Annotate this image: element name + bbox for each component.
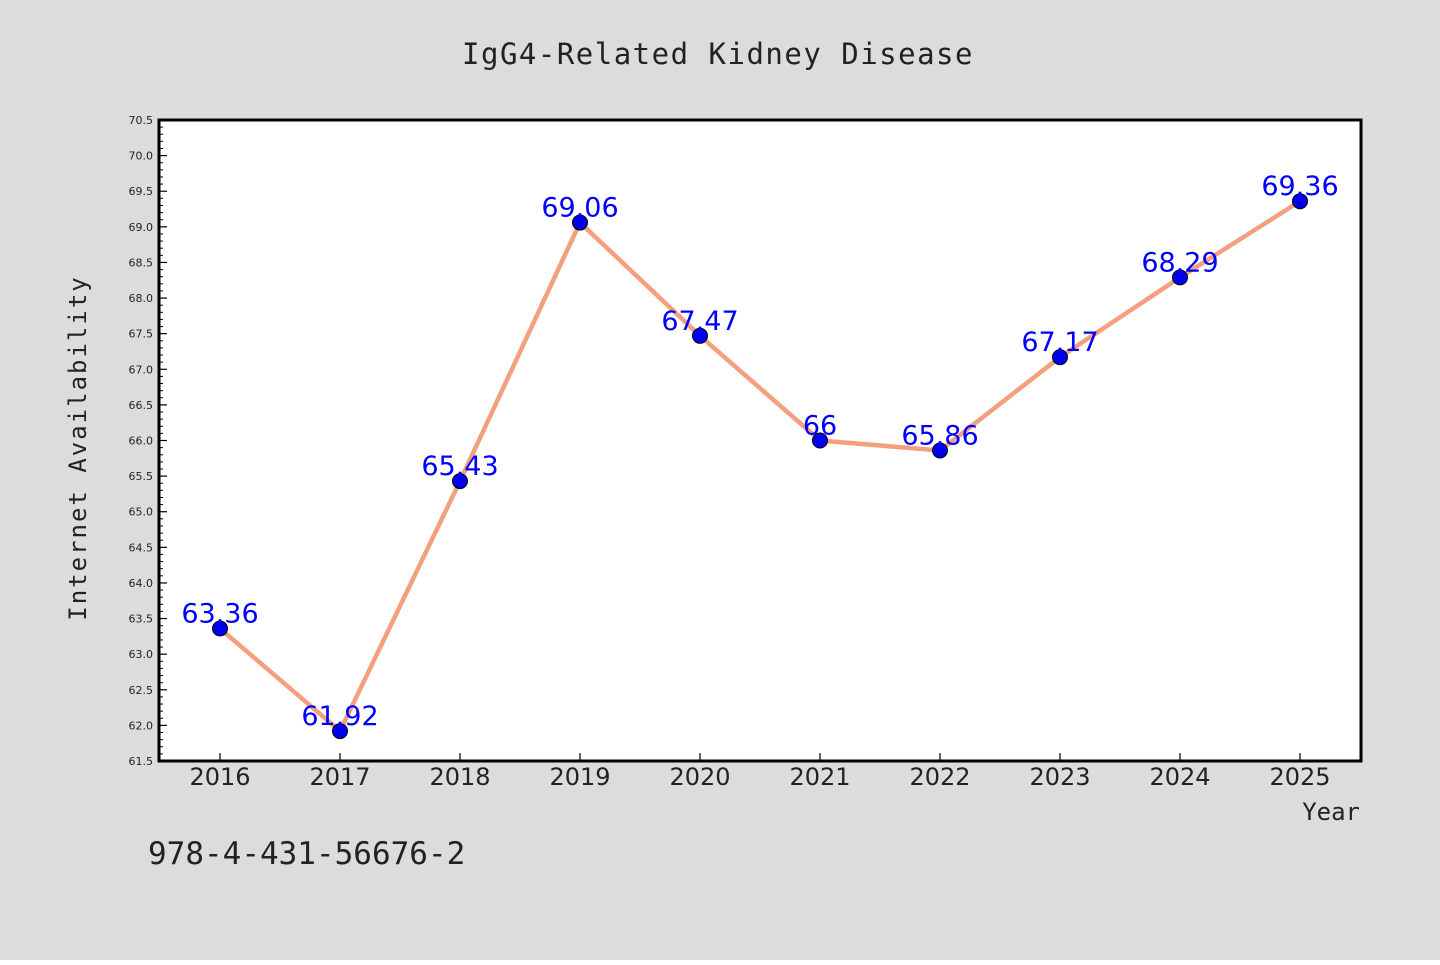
y-tick-label: 65.0 <box>129 506 154 519</box>
data-point <box>812 432 828 449</box>
x-tick-label: 2023 <box>1029 763 1090 791</box>
series-line <box>217 198 1303 734</box>
data-point <box>932 442 948 459</box>
y-tick-label: 70.5 <box>129 114 154 127</box>
x-tick-label: 2017 <box>309 763 370 791</box>
chart-title: IgG4-Related Kidney Disease <box>462 37 974 71</box>
plot-frame <box>157 118 1363 763</box>
y-tick-label: 66.0 <box>129 435 154 448</box>
data-point <box>1172 269 1188 286</box>
data-point <box>332 723 348 740</box>
y-axis-label: Internet Availability <box>64 275 92 620</box>
y-tick-label: 62.5 <box>129 684 154 697</box>
data-label: 65.43 <box>421 451 498 482</box>
data-label: 69.06 <box>541 193 618 224</box>
x-tick-label: 2020 <box>669 763 730 791</box>
plot-area <box>159 120 1361 761</box>
y-tick-label: 63.0 <box>129 648 154 661</box>
y-tick-label: 70.0 <box>129 150 154 163</box>
x-axis-label: Year <box>1302 798 1360 826</box>
y-tick-label: 64.0 <box>129 577 154 590</box>
y-tick-label: 66.5 <box>129 399 154 412</box>
y-tick-label: 63.5 <box>129 613 154 626</box>
data-label: 69.36 <box>1261 171 1338 202</box>
y-tick-label: 68.0 <box>129 292 154 305</box>
y-tick-label: 65.5 <box>129 470 154 483</box>
x-tick-label: 2022 <box>909 763 970 791</box>
y-tick-label: 69.5 <box>129 185 154 198</box>
data-label: 63.36 <box>181 599 258 630</box>
data-point <box>692 327 708 344</box>
data-label: 67.47 <box>661 306 738 337</box>
isbn-annotation: 978-4-431-56676-2 <box>148 836 465 872</box>
data-label: 68.29 <box>1141 247 1218 278</box>
data-point <box>1292 193 1308 210</box>
data-point <box>572 214 588 231</box>
data-label: 61.92 <box>301 701 378 732</box>
data-label: 67.17 <box>1021 327 1098 358</box>
x-tick-label: 2021 <box>789 763 850 791</box>
x-tick-label: 2024 <box>1149 763 1210 791</box>
data-label: 65.86 <box>901 420 978 451</box>
x-tick-label: 2016 <box>189 763 250 791</box>
data-point <box>1052 349 1068 366</box>
y-tick-label: 68.5 <box>129 256 154 269</box>
data-point <box>452 473 468 490</box>
y-tick-label: 67.5 <box>129 328 154 341</box>
x-tick-label: 2025 <box>1269 763 1330 791</box>
data-label: 66 <box>803 411 837 442</box>
y-tick-label: 64.5 <box>129 541 154 554</box>
x-tick-label: 2018 <box>429 763 490 791</box>
x-tick-label: 2019 <box>549 763 610 791</box>
data-point <box>212 620 228 637</box>
y-tick-label: 69.0 <box>129 221 154 234</box>
y-tick-label: 62.0 <box>129 719 154 732</box>
y-tick-label: 61.5 <box>129 755 154 768</box>
y-tick-label: 67.0 <box>129 363 154 376</box>
data-series: 63.36 61.92 65.43 69.06 67.47 66 65.86 67.17 68.… <box>181 171 1339 740</box>
